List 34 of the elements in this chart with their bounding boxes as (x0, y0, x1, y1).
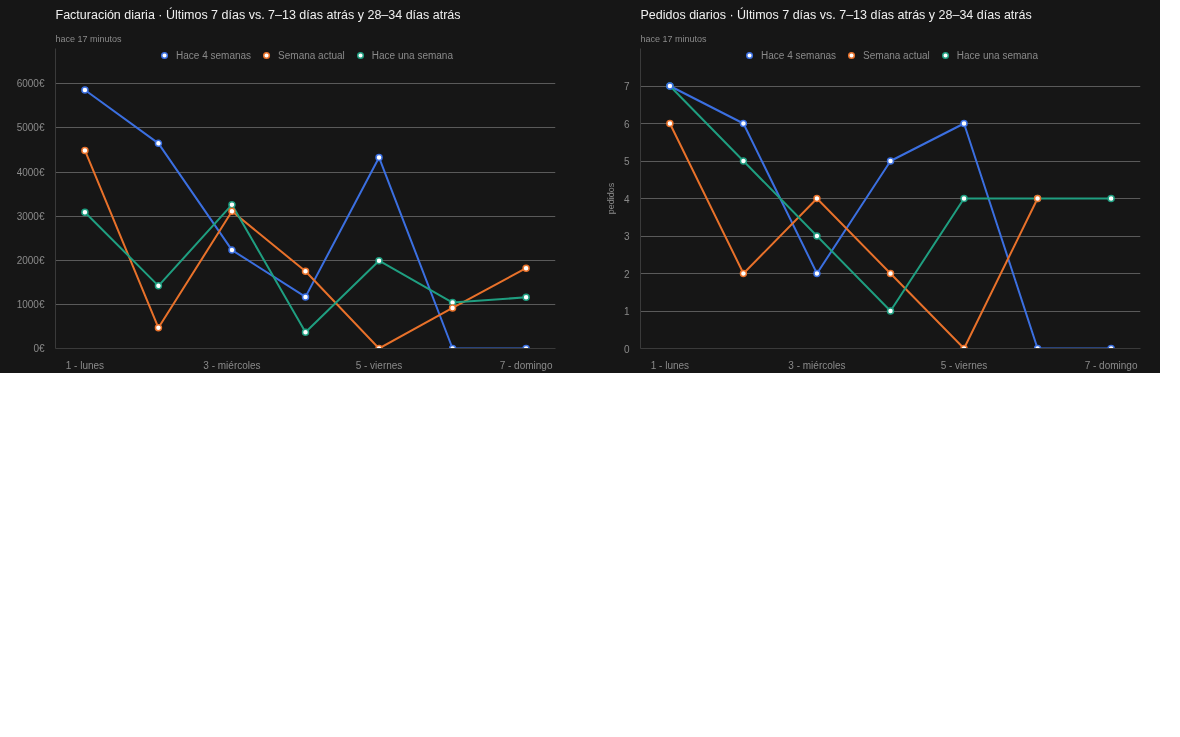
y-tick-label: 4 (623, 193, 630, 205)
y-tick-label: 1 (623, 306, 630, 317)
y-tick-label: 3000€ (16, 210, 45, 222)
legend-label: Hace una semana (371, 49, 453, 61)
chart-title: Pedidos diarios · Últimos 7 días vs. 7–13 días atrás y 28–34 días atrás (640, 6, 1032, 22)
chart-title: Facturación diaria · Últimos 7 días vs. 7–13 días atrás y 28–34 días atrás (55, 6, 461, 22)
y-axis-title: pedidos (605, 182, 616, 215)
chart-subtitle: hace 17 minutos (640, 33, 708, 44)
x-tick-label: 5 - viernes (940, 359, 988, 371)
y-tick-label: 7 (623, 81, 630, 92)
x-tick-label: 1 - lunes (65, 359, 105, 371)
y-tick-label: 1000€ (16, 298, 45, 310)
legend-label: Hace 4 semanas (761, 49, 837, 61)
x-tick-label: 7 - domingo (499, 359, 553, 371)
y-tick-label: 6 (623, 118, 630, 130)
y-tick-label: 2 (623, 268, 630, 280)
chart-subtitle: hace 17 minutos (55, 33, 123, 44)
y-tick-label: 5 (623, 156, 630, 167)
y-tick-label: 0€ (33, 343, 45, 354)
y-tick-label: 5000€ (16, 122, 45, 134)
y-tick-label: 0 (623, 343, 630, 355)
x-tick-label: 1 - lunes (650, 359, 690, 371)
x-tick-label: 3 - miércoles (788, 359, 846, 371)
x-tick-label: 3 - miércoles (203, 359, 261, 371)
x-tick-label: 7 - domingo (1084, 359, 1138, 371)
y-tick-label: 4000€ (16, 166, 45, 178)
legend-label: Hace una semana (956, 49, 1038, 61)
legend-label: Hace 4 semanas (176, 49, 252, 61)
legend-label: Semana actual (863, 49, 930, 61)
legend-label: Semana actual (278, 49, 345, 61)
y-tick-label: 6000€ (16, 78, 45, 90)
x-tick-label: 5 - viernes (355, 359, 403, 371)
y-tick-label: 2000€ (16, 254, 45, 266)
y-tick-label: 3 (623, 231, 630, 242)
